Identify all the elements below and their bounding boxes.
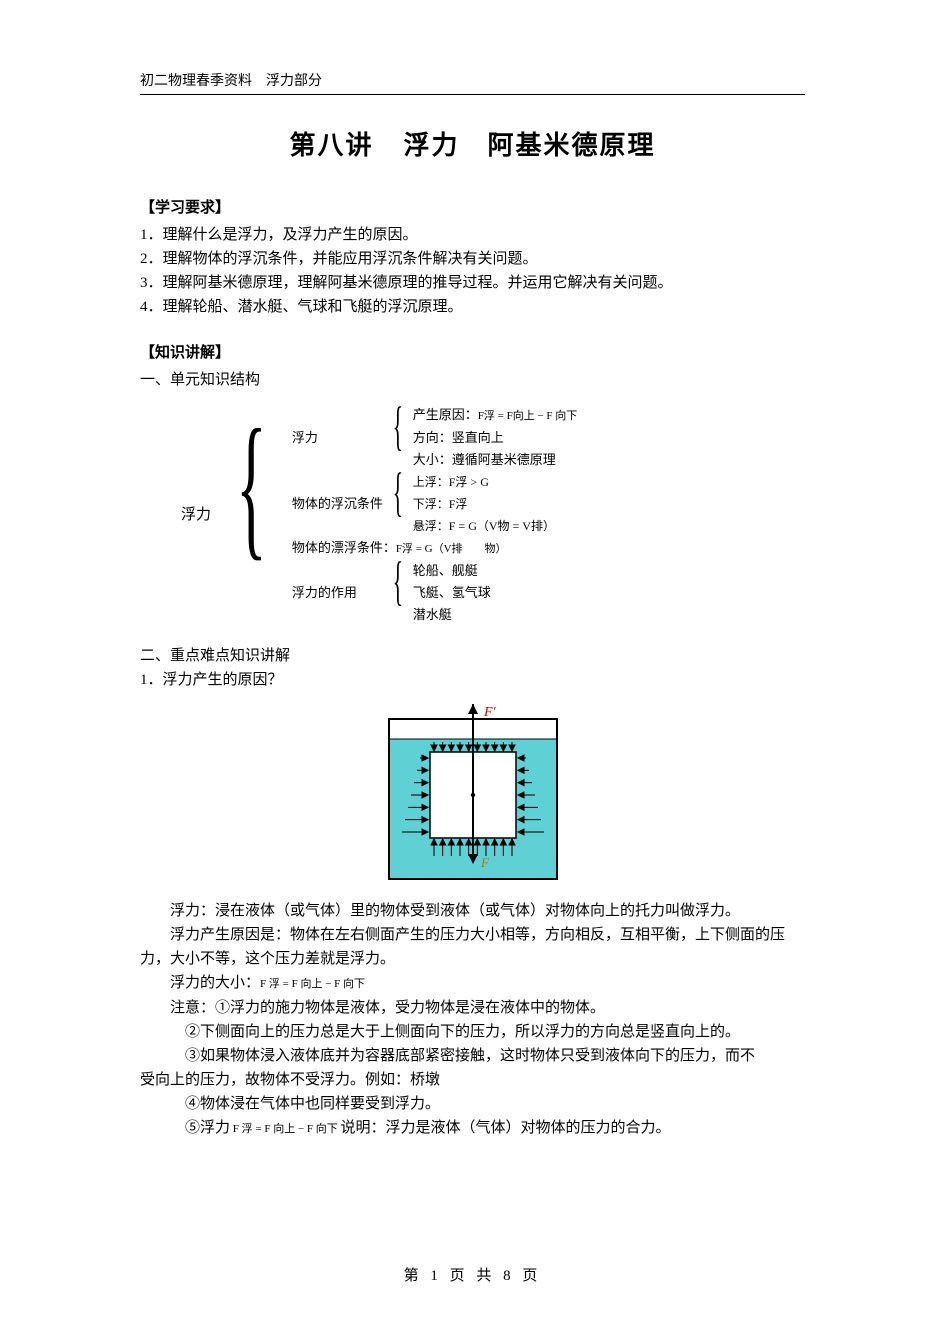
note-3a: ③如果物体浸入液体底并为容器底部紧密接触，这时物体只受到液体向下的压力，而不 bbox=[140, 1044, 805, 1068]
req-item-3: 3．理解阿基米德原理，理解阿基米德原理的推导过程。并运用它解决有关问题。 bbox=[140, 271, 805, 295]
note-4: ④物体浸在气体中也同样要受到浮力。 bbox=[140, 1092, 805, 1116]
note-5: ⑤浮力 F 浮 = F 向上 − F 向下 说明：浮力是液体（气体）对物体的压力… bbox=[140, 1116, 805, 1141]
body-p2b: 力，大小不等，这个压力差就是浮力。 bbox=[140, 947, 805, 971]
body-p2a: 浮力产生原因是：物体在左右侧面产生的压力大小相等，方向相反，互相平衡，上下侧面的… bbox=[140, 923, 805, 947]
page-footer: 第 1 页 共 8 页 bbox=[0, 1264, 945, 1285]
knowledge-sub2: 二、重点难点知识讲解 bbox=[140, 644, 805, 668]
knowledge-tree: 浮力 { 浮力 { 产生原因：F浮 = F向上 − F 向下 方向：竖直向上 大… bbox=[180, 404, 805, 626]
diagram-label-f-down: F bbox=[480, 855, 490, 870]
req-item-4: 4．理解轮船、潜水艇、气球和飞艇的浮沉原理。 bbox=[140, 295, 805, 319]
tree-d-label: 浮力的作用 bbox=[291, 560, 384, 626]
question-1: 1．浮力产生的原因？ bbox=[140, 668, 805, 692]
tree-b1: 上浮：F浮 > G bbox=[412, 471, 579, 493]
lesson-title: 第八讲 浮力阿基米德原理 bbox=[140, 125, 805, 162]
req-item-1: 1．理解什么是浮力，及浮力产生的原因。 bbox=[140, 223, 805, 247]
title-part3: 阿基米德原理 bbox=[488, 131, 656, 160]
tree-a2: 方向：竖直向上 bbox=[412, 427, 579, 449]
section-knowledge-head: 【知识讲解】 bbox=[140, 341, 805, 362]
tree-b-label: 物体的浮沉条件 bbox=[291, 471, 384, 537]
body-p3: 浮力的大小：F 浮 = F 向上 − F 向下 bbox=[140, 971, 805, 996]
tree-c: 物体的漂浮条件：F浮 = G（V排 物） bbox=[291, 537, 578, 560]
diagram-svg: F′ F bbox=[388, 704, 558, 884]
tree-b3: 悬浮：F = G（V物 = V排） bbox=[412, 515, 579, 537]
tree-a1: 产生原因：F浮 = F向上 − F 向下 bbox=[412, 404, 579, 427]
page: 初二物理春季资料 浮力部分 第八讲浮力阿基米德原理 【学习要求】 1．理解什么是… bbox=[0, 0, 945, 1337]
tree-b2: 下浮：F浮 bbox=[412, 493, 579, 515]
tree-root: 浮力 bbox=[180, 404, 212, 626]
title-part2: 浮力 bbox=[403, 131, 459, 160]
page-header: 初二物理春季资料 浮力部分 bbox=[140, 70, 805, 90]
note-3b: 受向上的压力，故物体不受浮力。例如：桥墩 bbox=[140, 1068, 805, 1092]
knowledge-sub1: 一、单元知识结构 bbox=[140, 368, 805, 392]
title-part1: 第八讲 bbox=[289, 131, 373, 160]
section-requirements-head: 【学习要求】 bbox=[140, 196, 805, 217]
tree-d1: 轮船、舰艇 bbox=[412, 560, 579, 582]
tree-d3: 潜水艇 bbox=[412, 604, 579, 626]
tree-d2: 飞艇、氢气球 bbox=[412, 582, 579, 604]
note-2: ②下侧面向上的压力总是大于上侧面向下的压力，所以浮力的方向总是竖直向上的。 bbox=[140, 1020, 805, 1044]
tree-a-label: 浮力 bbox=[291, 404, 384, 471]
req-item-2: 2．理解物体的浮沉条件，并能应用浮沉条件解决有关问题。 bbox=[140, 247, 805, 271]
buoyancy-diagram: F′ F bbox=[140, 704, 805, 889]
diagram-label-f-up: F′ bbox=[483, 705, 497, 720]
body-p1: 浮力：浸在液体（或气体）里的物体受到液体（或气体）对物体向上的托力叫做浮力。 bbox=[140, 899, 805, 923]
header-rule bbox=[140, 94, 805, 95]
note-1: 注意：①浮力的施力物体是液体，受力物体是浸在液体中的物体。 bbox=[140, 996, 805, 1020]
tree-a3: 大小：遵循阿基米德原理 bbox=[412, 449, 579, 471]
